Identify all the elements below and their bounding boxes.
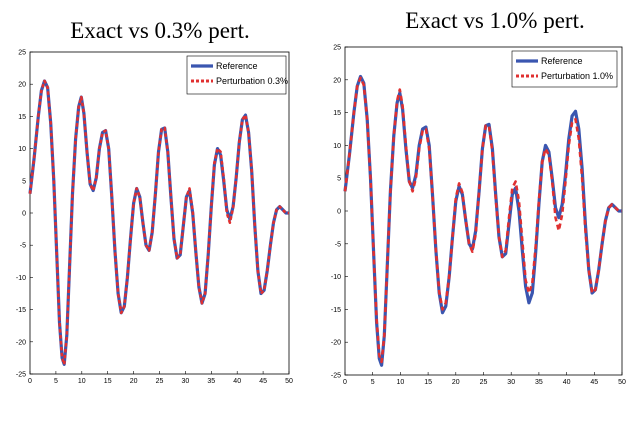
x-tick-label: 35 <box>535 379 543 386</box>
y-tick-label: 5 <box>22 178 26 185</box>
x-tick-label: 10 <box>78 378 86 385</box>
x-tick-label: 40 <box>563 379 571 386</box>
x-tick-label: 5 <box>371 379 375 386</box>
legend-label: Perturbation 1.0% <box>541 71 613 81</box>
y-tick-label: -20 <box>16 339 26 346</box>
legend-label: Perturbation 0.3% <box>216 76 288 86</box>
x-tick-label: 25 <box>156 378 164 385</box>
y-tick-label: 10 <box>333 143 341 150</box>
axis-ticks-right: 0 5 10 15 20 25 30 35 40 45 502520151050-5-10-15-2… <box>331 45 626 387</box>
y-tick-label: -25 <box>331 373 341 380</box>
x-tick-label: 25 <box>480 379 488 386</box>
x-tick-label: 30 <box>507 379 515 386</box>
chart-panel-left: Exact vs 0.3% pert. 0 5 10 15 20 25 30 35 40 45 50… <box>16 18 293 385</box>
y-tick-label: -10 <box>16 275 26 282</box>
y-tick-label: 20 <box>18 82 26 89</box>
legend-label: Reference <box>541 56 583 66</box>
x-tick-label: 15 <box>104 378 112 385</box>
y-tick-label: -15 <box>16 307 26 314</box>
y-tick-label: 20 <box>333 77 341 84</box>
x-tick-label: 50 <box>285 378 293 385</box>
series-group-left <box>28 79 289 366</box>
chart-title-right: Exact vs 1.0% pert. <box>405 8 584 33</box>
x-tick-label: 45 <box>259 378 267 385</box>
x-tick-label: 20 <box>452 379 460 386</box>
x-tick-label: 45 <box>590 379 598 386</box>
y-tick-label: -25 <box>16 372 26 379</box>
x-tick-label: 0 <box>28 378 32 385</box>
plot-area-right <box>344 46 623 376</box>
chart-panel-right: Exact vs 1.0% pert. 0 5 10 15 20 25 30 35 40 45 50… <box>331 8 626 386</box>
y-tick-label: 10 <box>18 146 26 153</box>
y-tick-label: 15 <box>333 110 341 117</box>
legend-box <box>511 50 618 88</box>
y-tick-label: 0 <box>22 211 26 218</box>
x-tick-label: 30 <box>182 378 190 385</box>
series-reference-line <box>28 79 289 366</box>
x-tick-label: 5 <box>54 378 58 385</box>
legend-label: Reference <box>216 61 258 71</box>
series-group-right <box>343 74 622 367</box>
y-tick-label: 25 <box>18 50 26 57</box>
x-tick-label: 0 <box>343 379 347 386</box>
legend-right: Reference Perturbation 1.0% <box>511 50 618 88</box>
y-tick-label: -20 <box>331 340 341 347</box>
x-tick-label: 20 <box>130 378 138 385</box>
axis-ticks-left: 0 5 10 15 20 25 30 35 40 45 502520151050-5-10-15-2… <box>16 50 293 386</box>
x-tick-label: 10 <box>397 379 405 386</box>
y-tick-label: 15 <box>18 114 26 121</box>
x-tick-label: 15 <box>424 379 432 386</box>
y-tick-label: -15 <box>331 307 341 314</box>
series-perturbation-line <box>343 76 622 364</box>
plot-area-left <box>29 51 290 375</box>
y-tick-label: -5 <box>20 243 26 250</box>
chart-title-left: Exact vs 0.3% pert. <box>70 18 249 43</box>
x-tick-label: 40 <box>233 378 241 385</box>
y-tick-label: 25 <box>333 45 341 52</box>
y-tick-label: -10 <box>331 274 341 281</box>
x-tick-label: 50 <box>618 379 626 386</box>
y-tick-label: -5 <box>335 241 341 248</box>
legend-box <box>186 55 287 95</box>
y-tick-label: 5 <box>337 176 341 183</box>
x-tick-label: 35 <box>207 378 215 385</box>
legend-left: Reference Perturbation 0.3% <box>186 55 288 95</box>
y-tick-label: 0 <box>337 209 341 216</box>
